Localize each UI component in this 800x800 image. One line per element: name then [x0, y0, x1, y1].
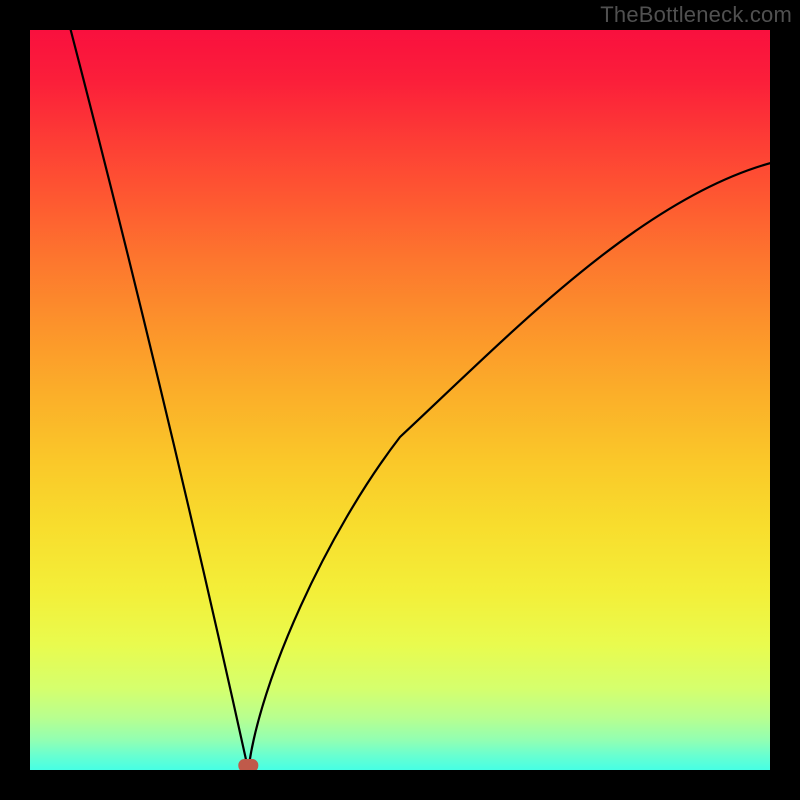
watermark-text: TheBottleneck.com	[600, 2, 792, 28]
chart-frame: TheBottleneck.com	[0, 0, 800, 800]
plot-background	[30, 30, 770, 770]
bottleneck-chart	[0, 0, 800, 800]
